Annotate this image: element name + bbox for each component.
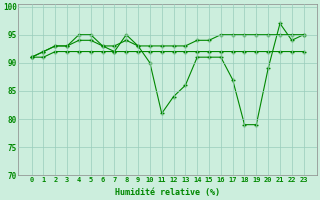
X-axis label: Humidité relative (%): Humidité relative (%) bbox=[115, 188, 220, 197]
